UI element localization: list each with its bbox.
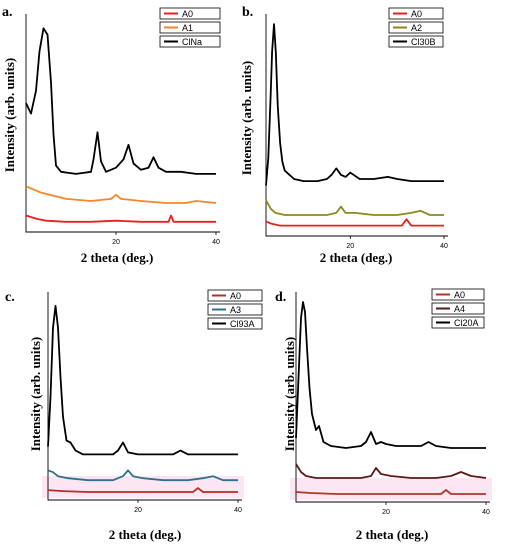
series-line-a1 (25, 185, 217, 204)
legend-label: A0 (230, 291, 241, 301)
legend-entry-cl20a: Cl20A (431, 316, 485, 329)
series-line-a0 (47, 487, 238, 493)
panel-label: a. (2, 5, 13, 20)
panel-label: b. (242, 5, 253, 20)
panel-label: d. (275, 290, 286, 305)
legend-entry-a0: A0 (207, 289, 263, 302)
legend-label: A0 (454, 290, 465, 300)
y-axis-title: Intensity (arb. units) (28, 337, 43, 452)
series-line-a0 (295, 489, 486, 495)
series-line-clna (25, 27, 216, 175)
x-tick-label: 20 (382, 509, 390, 516)
legend-entry-cl93a: Cl93A (207, 317, 263, 330)
series-line-cl30b (265, 23, 444, 186)
y-axis-title: Intensity (arb. units) (239, 61, 254, 176)
x-axis-title: 2 theta (deg.) (81, 250, 154, 265)
series-line-a0 (25, 214, 216, 223)
legend-entry-clna: ClNa (159, 35, 221, 48)
legend-entry-a4: A4 (431, 302, 485, 315)
highlight-band (290, 478, 492, 500)
legend-label: A0 (411, 9, 422, 19)
x-tick-label: 40 (440, 243, 448, 250)
series-line-a0 (265, 218, 444, 227)
legend-label: A4 (454, 304, 465, 314)
legend-label: Cl93A (230, 319, 255, 329)
legend-entry-a1: A1 (159, 21, 221, 34)
legend-label: Cl30B (411, 37, 436, 47)
series-line-a2 (265, 199, 444, 216)
series-line-a4 (295, 463, 487, 479)
axis-frame (47, 292, 242, 501)
legend-entry-cl30b: Cl30B (388, 35, 444, 48)
axis-frame (295, 292, 490, 503)
legend-entry-a0: A0 (388, 7, 444, 20)
series-line-cl20a (295, 301, 486, 449)
legend-label: A2 (411, 23, 422, 33)
chart-panel-2: 20 40 A0 A2 Cl30B b. 2 theta (deg.) Intensity (… (239, 5, 448, 265)
x-tick-label: 20 (112, 239, 120, 246)
chart-panel-4: 20 40 A0 A4 Cl20A d. 2 theta (deg.) Intensity (… (275, 288, 492, 542)
series-line-a3 (47, 469, 238, 482)
legend-entry-a3: A3 (207, 303, 263, 316)
chart-panel-1: 20 40 A0 A1 ClNa a. 2 theta (deg.) Intensity (a… (2, 5, 221, 265)
chart-panel-3: 20 40 A0 A3 Cl93A c. 2 theta (deg.) Intensity (… (5, 289, 263, 542)
axis-frame (265, 14, 448, 237)
y-axis-title: Intensity (arb. units) (282, 337, 297, 452)
legend-entry-a0: A0 (159, 7, 221, 20)
x-tick-label: 40 (482, 509, 490, 516)
legend-label: ClNa (182, 37, 202, 47)
legend-entry-a2: A2 (388, 21, 444, 34)
series-line-cl93a (47, 304, 238, 456)
x-axis-title: 2 theta (deg.) (356, 527, 429, 542)
legend-entry-a0: A0 (431, 288, 485, 301)
legend-label: A3 (230, 305, 241, 315)
legend-label: A0 (182, 9, 193, 19)
x-tick-label: 20 (346, 243, 354, 250)
axis-frame (25, 14, 220, 233)
x-tick-label: 40 (212, 239, 220, 246)
y-axis-title: Intensity (arb. units) (2, 58, 17, 173)
legend-label: Cl20A (454, 318, 479, 328)
x-axis-title: 2 theta (deg.) (320, 250, 393, 265)
legend-label: A1 (182, 23, 193, 33)
panel-label: c. (5, 290, 15, 305)
x-axis-title: 2 theta (deg.) (109, 527, 182, 542)
x-tick-label: 40 (234, 507, 242, 514)
x-tick-label: 20 (134, 507, 142, 514)
